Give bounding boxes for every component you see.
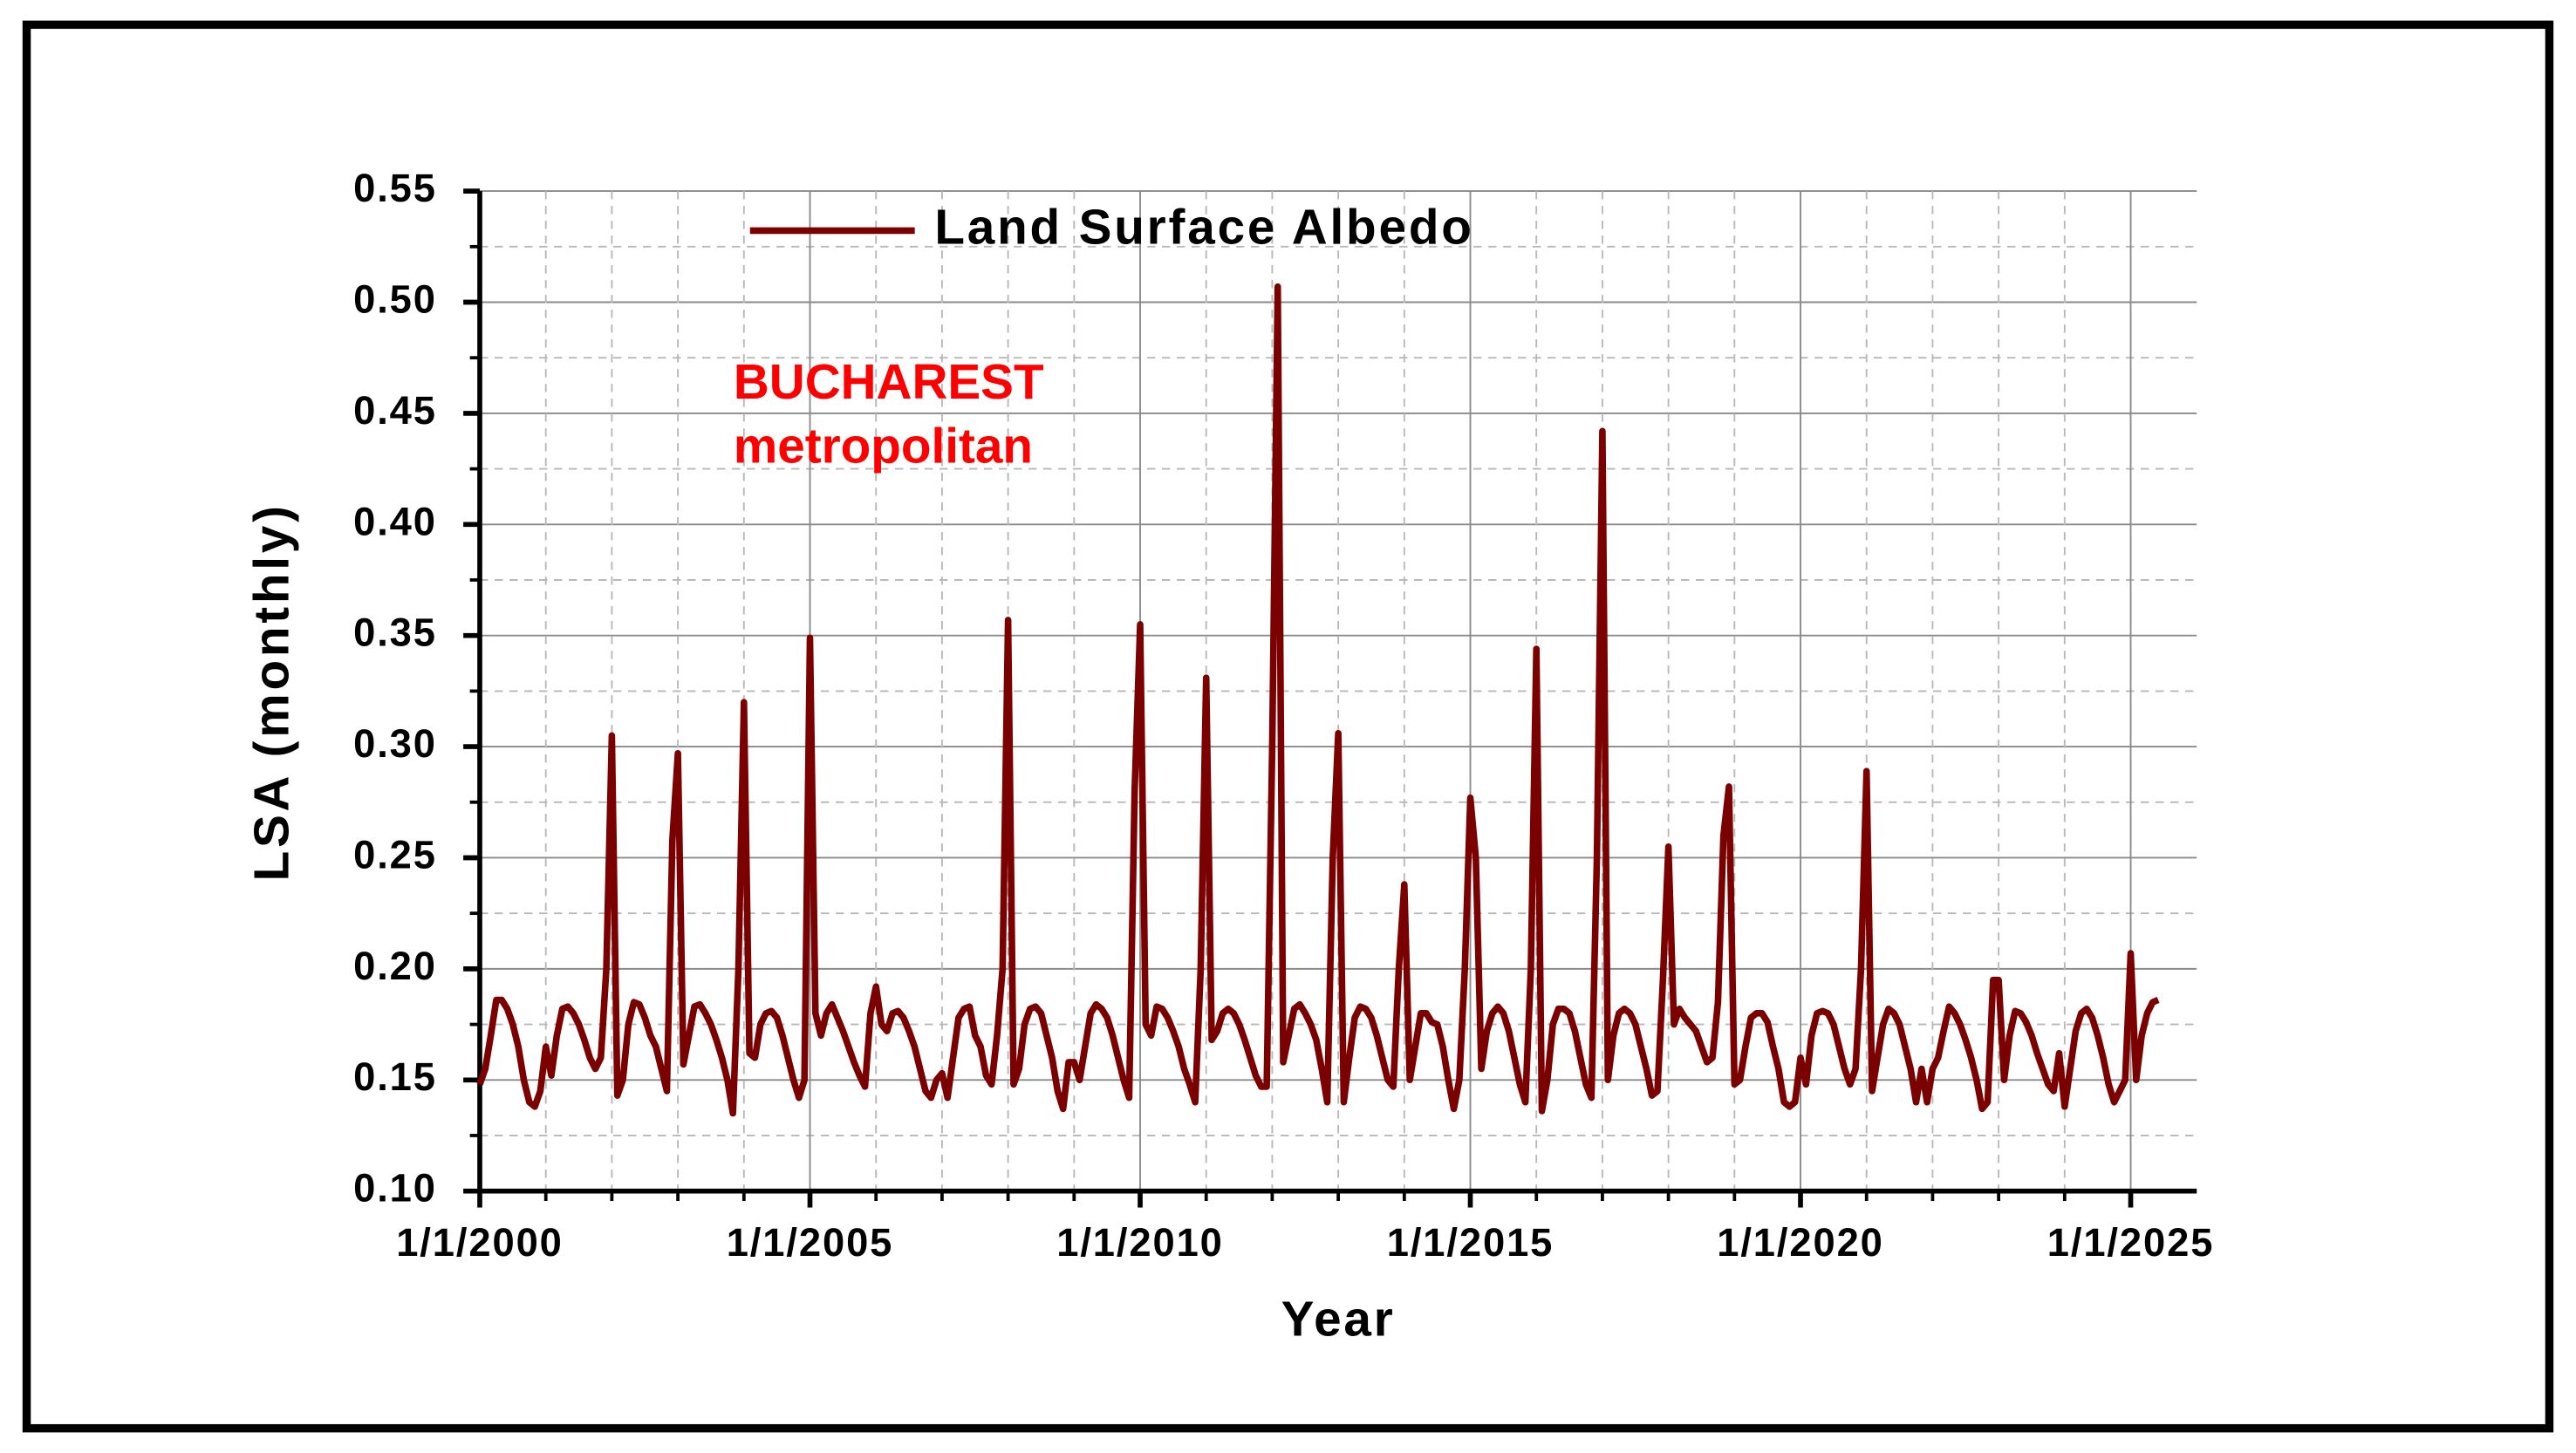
x-tick-label: 1/1/2025 [2047, 1220, 2215, 1265]
x-tick-label: 1/1/2015 [1387, 1220, 1554, 1265]
y-tick-label: 0.55 [353, 166, 437, 210]
x-tick-label: 1/1/2020 [1717, 1220, 1884, 1265]
y-tick-label: 0.35 [353, 611, 437, 655]
x-tick-label: 1/1/2005 [727, 1220, 894, 1265]
x-axis-label: Year [1281, 1293, 1396, 1347]
y-axis-label: LSA (monthly) [245, 502, 300, 881]
y-tick-label: 0.20 [353, 944, 437, 988]
y-tick-label: 0.45 [353, 388, 437, 433]
y-tick-label: 0.30 [353, 721, 437, 766]
y-tick-label: 0.50 [353, 276, 437, 321]
x-tick-label: 1/1/2000 [396, 1220, 564, 1265]
data-line [476, 283, 2160, 1117]
lines [476, 283, 2160, 1117]
annotation: metropolitan [734, 420, 1033, 474]
axes: 0.10 0.15 0.20 0.25 0.30 0.35 0.40 0.45 0.50 0.55… [353, 166, 2215, 1265]
y-tick-label: 0.10 [353, 1166, 437, 1211]
legend-label: Land Surface Albedo [934, 200, 1473, 255]
y-tick-label: 0.40 [353, 499, 437, 543]
legend: Land Surface Albedo [749, 200, 1473, 255]
annotation: BUCHAREST [734, 355, 1044, 410]
y-tick-label: 0.15 [353, 1054, 437, 1099]
x-tick-label: 1/1/2010 [1056, 1220, 1224, 1265]
y-tick-label: 0.25 [353, 832, 437, 877]
